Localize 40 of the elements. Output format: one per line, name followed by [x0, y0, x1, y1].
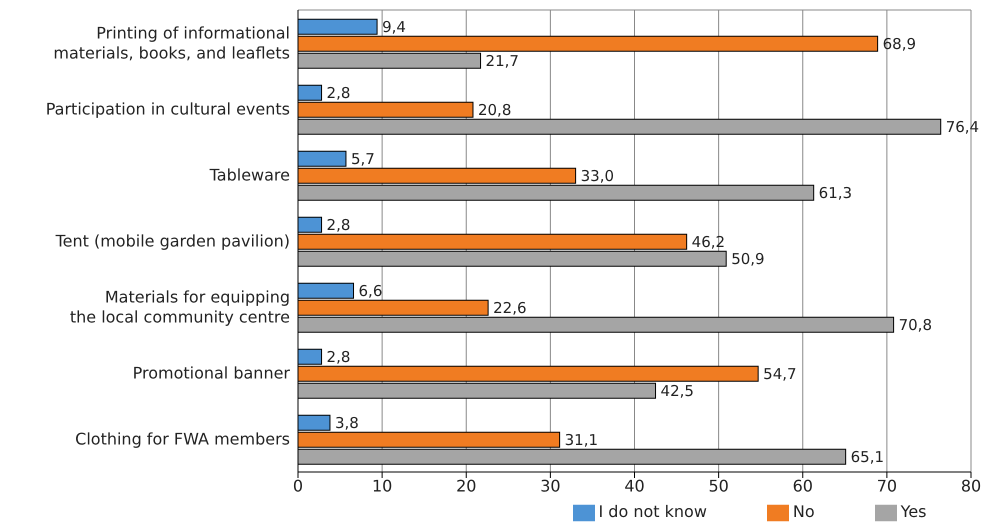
- x-tick-label: 80: [960, 476, 982, 496]
- x-tick-label: 70: [876, 476, 898, 496]
- x-tick-label: 50: [708, 476, 729, 496]
- x-tick-label: 30: [540, 476, 561, 496]
- y-tick-label: Clothing for FWA members: [75, 430, 290, 449]
- x-tick-label: 20: [456, 476, 476, 496]
- data-label: 22,6: [493, 299, 527, 318]
- legend-label: I do not know: [598, 502, 707, 522]
- data-label: 42,5: [660, 382, 694, 400]
- legend-label: No: [792, 502, 815, 522]
- data-label: 31,1: [564, 431, 598, 450]
- data-label: 2,8: [326, 216, 350, 234]
- data-label: 5,7: [350, 150, 375, 168]
- data-label: 61,3: [818, 184, 852, 202]
- data-label: 2,8: [326, 348, 350, 366]
- x-tick-label: 0: [292, 476, 304, 496]
- data-label: 9,4: [382, 18, 406, 36]
- data-label: 6,6: [358, 282, 382, 300]
- y-tick-label: Tableware: [208, 166, 290, 185]
- y-tick-label: Materials for equipping the local community centre: [70, 288, 290, 327]
- data-label: 33,0: [580, 167, 614, 186]
- data-label: 21,7: [486, 52, 519, 70]
- y-tick-label: Promotional banner: [132, 364, 290, 383]
- x-tick-label: 10: [372, 476, 392, 496]
- y-tick-label: Printing of informational materials, books, and leaflets: [53, 24, 290, 63]
- y-tick-label: Participation in cultural events: [46, 100, 290, 119]
- data-label: 50,9: [731, 250, 765, 268]
- data-label: 68,9: [882, 35, 916, 54]
- data-label: 65,1: [850, 448, 884, 466]
- x-tick-label: 40: [624, 476, 645, 496]
- legend-label: Yes: [900, 502, 926, 522]
- x-tick-label: 60: [792, 476, 813, 496]
- data-label: 54,7: [763, 365, 797, 384]
- data-label: 3,8: [334, 414, 359, 432]
- y-tick-label: Tent (mobile garden pavilion): [54, 232, 290, 251]
- data-label: 46,2: [692, 233, 726, 252]
- data-label: 70,8: [898, 316, 932, 334]
- data-label: 76,4: [946, 118, 980, 136]
- data-label: 20,8: [478, 101, 512, 120]
- data-label: 2,8: [326, 84, 350, 102]
